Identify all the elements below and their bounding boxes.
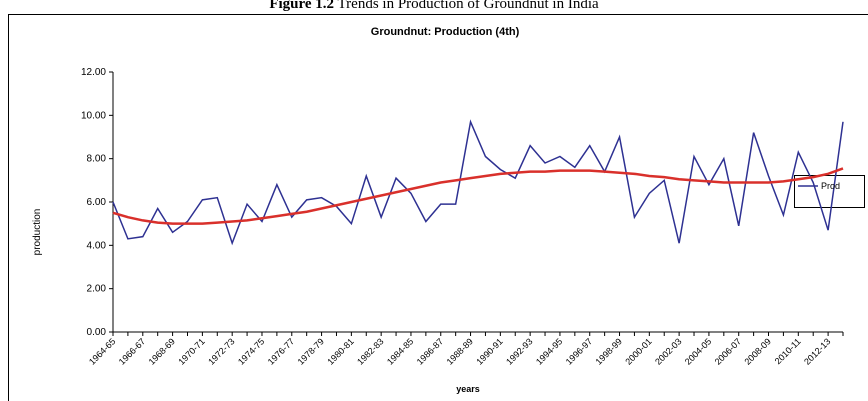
y-tick-label: 10.00 (81, 110, 106, 121)
y-tick-label: 2.00 (87, 284, 107, 295)
x-tick-label: 1994-95 (534, 336, 564, 366)
x-tick-label: 1964-65 (87, 336, 117, 366)
y-tick-label: 12.00 (81, 67, 106, 78)
x-tick-label: 2002-03 (653, 336, 683, 366)
x-axis-label: years (456, 384, 480, 394)
y-tick-label: 6.00 (87, 197, 107, 208)
x-tick-label: 2004-05 (683, 336, 713, 366)
x-tick-label: 1974-75 (236, 336, 266, 366)
data-line (112, 119, 844, 246)
x-tick-label: 2010-11 (773, 336, 803, 366)
x-tick-label: 1990-91 (474, 336, 504, 366)
trend-line (112, 167, 844, 225)
x-tick-label: 1988-89 (445, 336, 475, 366)
caption: Figure 1.2 Trends in Production of Groun… (269, 0, 599, 12)
chart-title: Groundnut: Production (4th) (371, 26, 520, 38)
x-tick-label: 2000-01 (623, 336, 653, 366)
x-tick-label: 1966-67 (117, 336, 147, 366)
x-tick-label: 1982-83 (355, 336, 385, 366)
x-tick-label: 1976-77 (266, 336, 296, 366)
y-axis-label: production (32, 209, 43, 256)
legend (794, 175, 865, 208)
x-tick-label: 2012-13 (802, 336, 832, 366)
legend-label: Prod (821, 181, 840, 191)
chart-frame (8, 14, 868, 401)
x-tick-label: 2006-07 (713, 336, 743, 366)
x-tick-label: 2008-09 (742, 336, 772, 366)
caption-text: Trends in Production of Groundnut in Ind… (338, 0, 599, 12)
x-tick-label: 1998-99 (594, 336, 624, 366)
x-tick-label: 1968-69 (147, 336, 177, 366)
x-tick-label: 1970-71 (176, 336, 206, 366)
x-tick-label: 1992-93 (504, 336, 534, 366)
y-tick-label: 4.00 (87, 240, 107, 251)
x-tick-label: 1978-79 (296, 336, 326, 366)
x-tick-label: 1980-81 (325, 336, 355, 366)
caption-label: Figure 1.2 (269, 0, 334, 12)
x-tick-label: 1986-87 (415, 336, 445, 366)
x-tick-label: 1972-73 (206, 336, 236, 366)
x-tick-label: 1996-97 (564, 336, 594, 366)
x-tick-label: 1984-85 (385, 336, 415, 366)
y-tick-label: 0.00 (87, 327, 107, 338)
y-tick-label: 8.00 (87, 154, 107, 165)
